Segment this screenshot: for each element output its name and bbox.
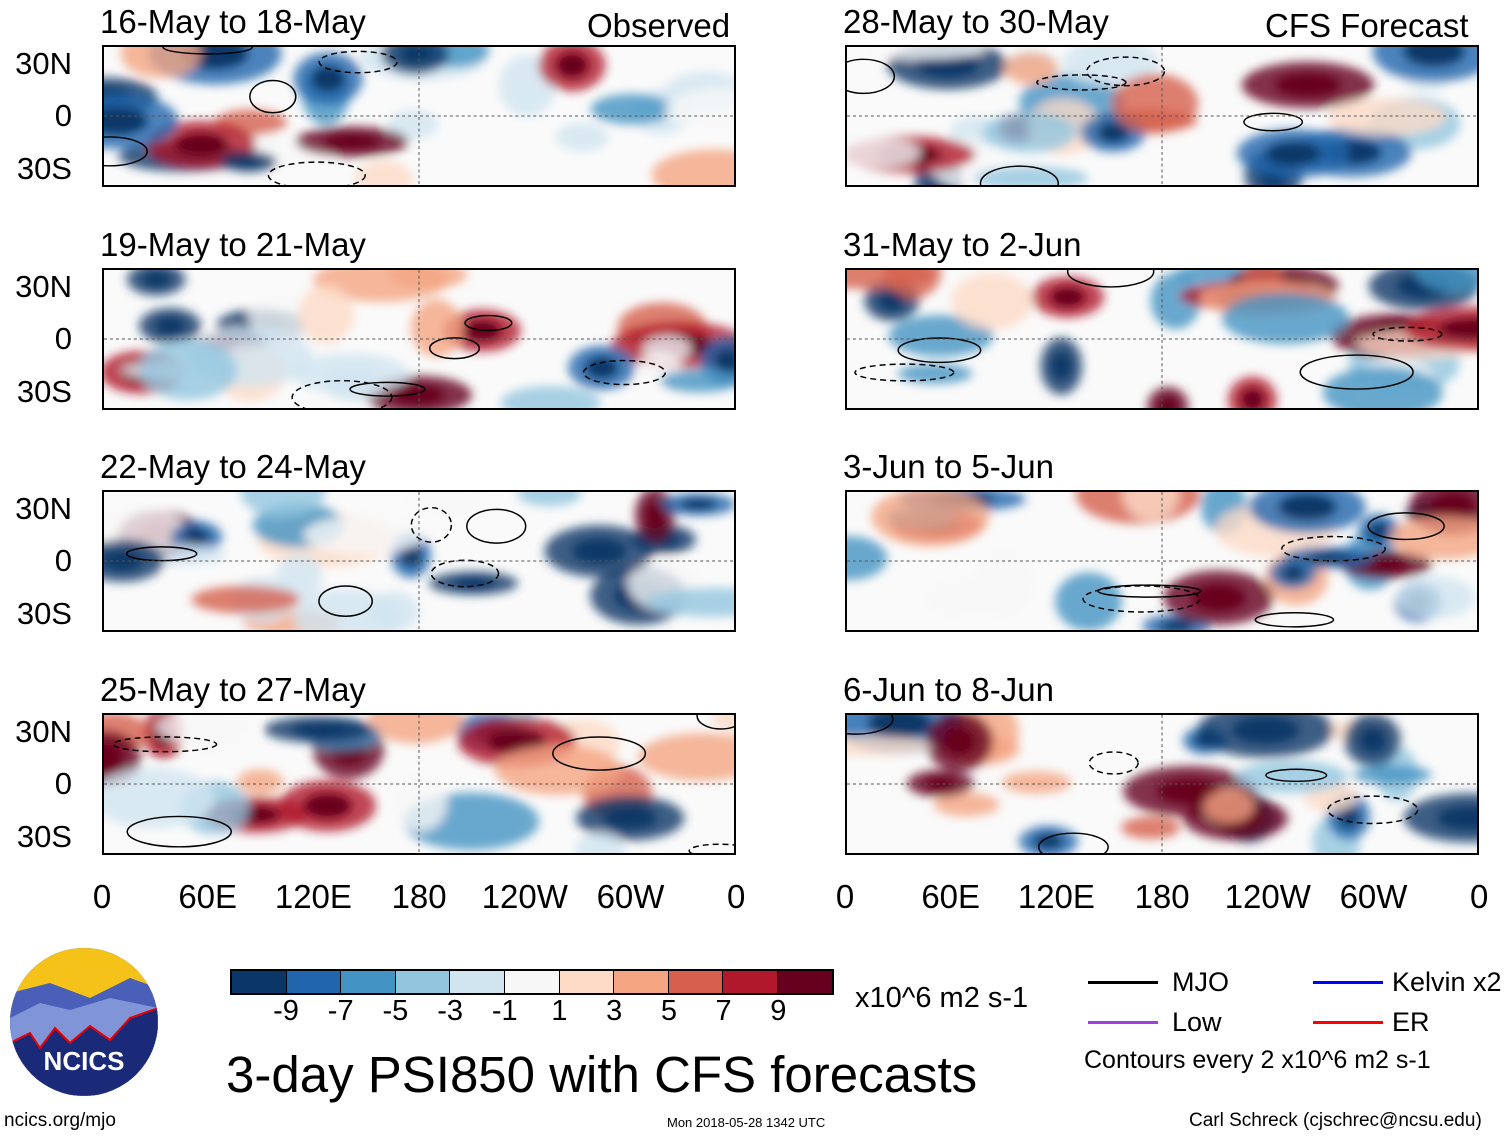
psi850-map-panel — [845, 490, 1479, 632]
observed-label: Observed — [587, 7, 731, 44]
psi850-map-panel — [845, 713, 1479, 855]
longitude-label: 0 — [92, 878, 112, 915]
colorbar-swatch — [723, 971, 778, 993]
legend-er: ER — [1392, 1007, 1430, 1037]
panel-title: 28-May to 30-May — [843, 3, 1109, 40]
colorbar-tick-label: 9 — [770, 995, 787, 1027]
footer-timestamp: Mon 2018-05-28 1342 UTC — [667, 1115, 826, 1130]
colorbar-swatch — [395, 971, 451, 993]
latitude-label: 30N — [15, 491, 72, 526]
legend-low-line — [1088, 1021, 1158, 1024]
longitude-label: 0 — [835, 878, 855, 915]
latitude-label: 0 — [54, 321, 72, 356]
latitude-label: 0 — [54, 543, 72, 578]
longitude-label: 180 — [391, 878, 447, 915]
psi850-map-panel — [845, 45, 1479, 187]
psi850-map-panel — [845, 268, 1479, 410]
colorbar-tick-label: 7 — [715, 995, 732, 1027]
logo-text: NCICS — [44, 1046, 125, 1076]
panel-title: 6-Jun to 8-Jun — [843, 671, 1054, 708]
latitude-label: 0 — [54, 766, 72, 801]
footer-url[interactable]: ncics.org/mjo — [4, 1110, 116, 1131]
colorbar-swatch — [232, 971, 287, 993]
figure-title: 3-day PSI850 with CFS forecasts — [226, 1046, 978, 1103]
longitude-label: 60E — [921, 878, 981, 915]
latitude-label: 30S — [16, 819, 72, 854]
longitude-label: 0 — [1470, 878, 1489, 915]
latitude-label: 0 — [54, 98, 72, 133]
longitude-label: 60W — [1339, 878, 1408, 915]
legend-kelvin-line — [1313, 981, 1383, 984]
longitude-label: 120W — [1224, 878, 1311, 915]
latitude-label: 30N — [15, 46, 72, 81]
panel-title: 19-May to 21-May — [100, 226, 366, 263]
colorbar-tick-label: -9 — [273, 995, 299, 1027]
psi850-map-panel — [102, 713, 736, 855]
colorbar-swatch — [450, 971, 505, 993]
latitude-label: 30N — [15, 714, 72, 749]
longitude-label: 60E — [178, 878, 238, 915]
ncics-logo: NCICS — [10, 948, 158, 1096]
legend-mjo: MJO — [1172, 967, 1229, 997]
colorbar-tick-label: 5 — [660, 995, 677, 1027]
longitude-label: 180 — [1134, 878, 1190, 915]
footer-credit: Carl Schreck (cjschrec@ncsu.edu) — [1189, 1110, 1482, 1131]
legend-low: Low — [1172, 1007, 1222, 1037]
psi850-map-panel — [102, 490, 736, 632]
longitude-label: 0 — [727, 878, 746, 915]
colorbar-tick-label: -1 — [491, 995, 518, 1027]
longitude-label: 120W — [481, 878, 568, 915]
colorbar-swatch — [559, 971, 615, 993]
psi850-map-panel — [102, 268, 736, 410]
colorbar-swatch — [777, 971, 832, 993]
panel-title: 31-May to 2-Jun — [843, 226, 1082, 263]
colorbar-units: x10^6 m2 s-1 — [855, 982, 1029, 1014]
colorbar-tick-label: -3 — [437, 995, 463, 1027]
colorbar-tick-label: 3 — [606, 995, 623, 1027]
panel-title: 16-May to 18-May — [100, 3, 366, 40]
latitude-label: 30S — [16, 374, 72, 409]
latitude-label: 30N — [15, 269, 72, 304]
panel-title: 22-May to 24-May — [100, 448, 366, 485]
legend-mjo-line — [1088, 981, 1158, 984]
contour-note: Contours every 2 x10^6 m2 s-1 — [1084, 1046, 1431, 1074]
colorbar-swatch — [286, 971, 342, 993]
colorbar-swatch — [504, 971, 560, 993]
legend-kelvin: Kelvin x2 — [1392, 967, 1502, 997]
latitude-label: 30S — [16, 596, 72, 631]
colorbar-tick-label: 1 — [551, 995, 568, 1027]
colorbar — [230, 969, 834, 995]
longitude-label: 120E — [274, 878, 352, 915]
legend-er-line — [1313, 1021, 1383, 1024]
panel-title: 25-May to 27-May — [100, 671, 366, 708]
colorbar-tick-label: -7 — [327, 995, 354, 1027]
forecast-label: CFS Forecast — [1265, 7, 1469, 44]
colorbar-swatch — [614, 971, 669, 993]
psi850-map-panel — [102, 45, 736, 187]
colorbar-swatch — [341, 971, 396, 993]
colorbar-tick-label: -5 — [382, 995, 409, 1027]
panel-title: 3-Jun to 5-Jun — [843, 448, 1054, 485]
longitude-label: 120E — [1017, 878, 1095, 915]
longitude-label: 60W — [596, 878, 665, 915]
colorbar-swatch — [668, 971, 724, 993]
latitude-label: 30S — [16, 151, 72, 186]
